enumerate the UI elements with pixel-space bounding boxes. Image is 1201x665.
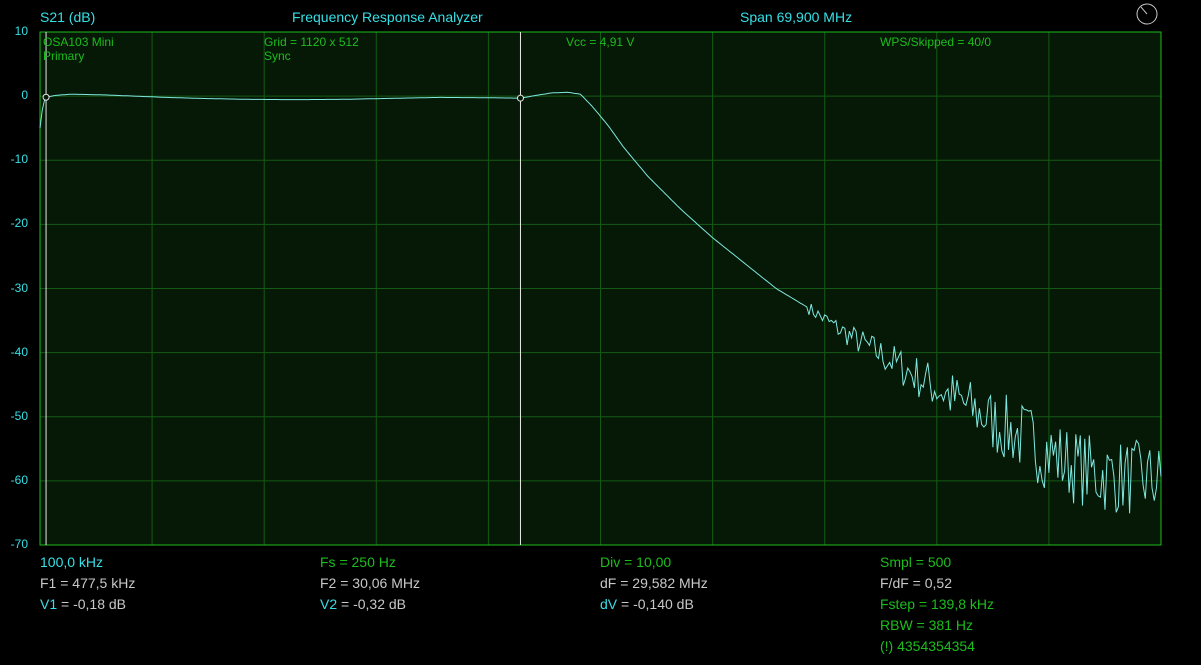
vcc-readout: Vcc = 4,91 V (566, 35, 635, 49)
fs-readout: Fs = 250 Hz (320, 554, 396, 570)
y-tick-label: -50 (10, 408, 28, 423)
marker-point-f1[interactable] (42, 93, 50, 101)
dv-label: dV (600, 596, 618, 612)
y-tick-label: -60 (10, 472, 28, 487)
v1-value: = -0,18 dB (57, 596, 127, 612)
dial-icon[interactable] (1136, 3, 1158, 25)
samples-readout: Smpl = 500 (880, 554, 952, 570)
sync-status: Sync (264, 49, 291, 63)
y-tick-label: 10 (14, 24, 28, 38)
v2-readout: V2 = -0,32 dB (320, 596, 406, 612)
chart-title: Frequency Response Analyzer (292, 9, 483, 25)
rbw-readout: RBW = 381 Hz (880, 617, 973, 633)
wps-readout: WPS/Skipped = 40/0 (880, 35, 992, 49)
v1-readout: V1 = -0,18 dB (40, 596, 126, 612)
trace-mode: Primary (43, 49, 85, 63)
f-over-df-readout: F/dF = 0,52 (880, 575, 952, 591)
y-tick-label: -30 (10, 280, 28, 295)
div-readout: Div = 10,00 (600, 554, 672, 570)
plot-frame (39, 31, 1162, 546)
marker-point-f2[interactable] (516, 94, 524, 102)
y-tick-label: -20 (10, 216, 28, 231)
y-tick-label: -40 (10, 344, 28, 359)
start-frequency: 100,0 kHz (40, 554, 104, 570)
dv-readout: dV = -0,140 dB (600, 596, 694, 612)
v1-label: V1 (40, 596, 58, 612)
dv-value: = -0,140 dB (617, 596, 694, 612)
span-readout: Span 69,900 MHz (740, 9, 853, 25)
y-tick-label: -70 (10, 537, 28, 551)
f1-readout: F1 = 477,5 kHz (40, 575, 136, 591)
v2-label: V2 (320, 596, 338, 612)
marker-points (42, 93, 524, 102)
v2-value: = -0,32 dB (337, 596, 407, 612)
fstep-readout: Fstep = 139,8 kHz (880, 596, 995, 612)
grid (40, 32, 1161, 545)
marker-lines (45, 32, 521, 545)
s21-trace (39, 91, 1162, 514)
grid-size: Grid = 1120 x 512 (264, 35, 359, 49)
f2-readout: F2 = 30,06 MHz (320, 575, 420, 591)
warning-readout: (!) 4354354354 (880, 638, 975, 654)
y-axis-label: S21 (dB) (40, 9, 96, 25)
df-readout: dF = 29,582 MHz (600, 575, 708, 591)
y-tick-label: 0 (21, 88, 28, 103)
y-tick-label: -10 (10, 152, 28, 167)
device-name: OSA103 Mini (43, 35, 114, 49)
